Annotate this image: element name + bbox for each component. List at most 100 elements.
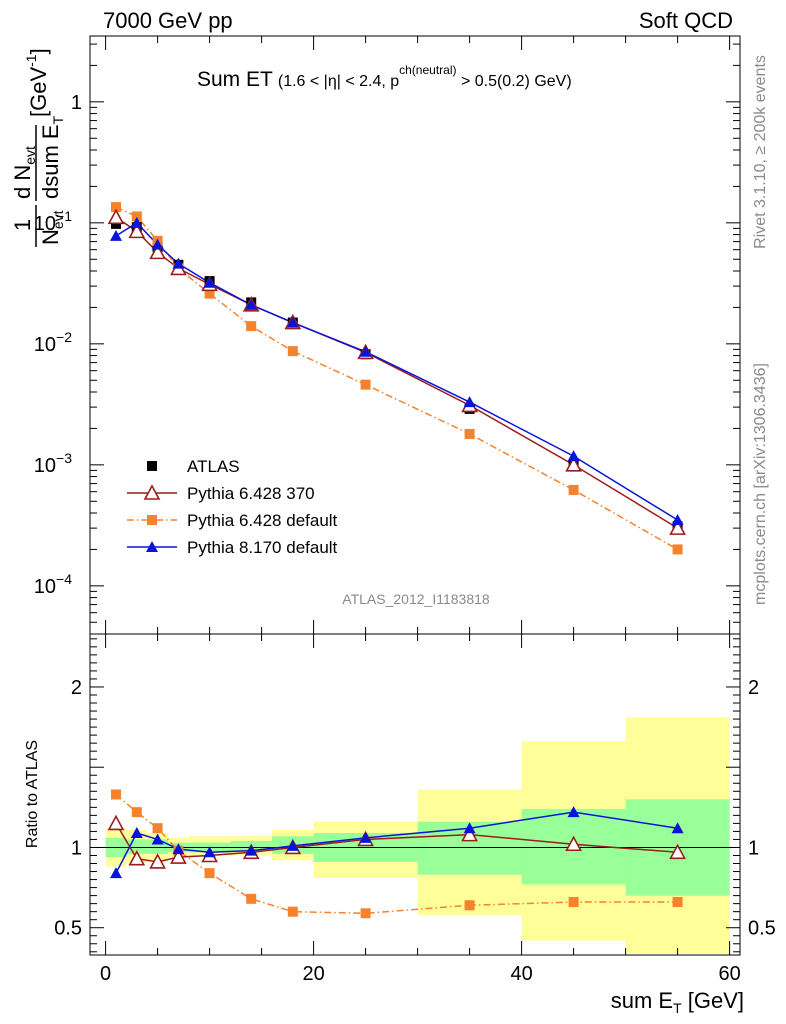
main-y-tick-labels: 1 10−1 10−2 10−3 10−4 bbox=[34, 92, 82, 598]
header-process-label: Soft QCD bbox=[639, 8, 733, 33]
ratio-point-pythia-8-170-default bbox=[286, 839, 299, 851]
ratio-y-tick-label-right: 0.5 bbox=[748, 918, 776, 940]
main-point-pythia-6-428-default bbox=[464, 428, 475, 439]
ratio-point-pythia-8-170-default bbox=[172, 843, 185, 855]
legend-marker-atlas bbox=[147, 461, 157, 471]
legend-marker-pythia-6-428-370 bbox=[143, 484, 161, 500]
ylabel-nevt: Nevt bbox=[38, 210, 66, 245]
y-tick-label: 10−3 bbox=[34, 450, 72, 477]
x-tick-label: 20 bbox=[302, 963, 324, 985]
main-point-pythia-6-428-default bbox=[672, 544, 683, 555]
legend-marker-pythia-8-170-default bbox=[146, 541, 158, 552]
x-tick-label: 40 bbox=[510, 963, 532, 985]
main-line-pythia-6-428-default bbox=[115, 206, 678, 551]
main-point-pythia-6-428-370 bbox=[669, 519, 686, 535]
ratio-point-pythia-6-428-default bbox=[672, 897, 683, 908]
main-point-pythia-8-170-default bbox=[463, 396, 476, 408]
main-point-pythia-6-428-default bbox=[111, 202, 121, 213]
plot-title-cond-pre: (1.6 < |η| < 2.4, p bbox=[278, 73, 399, 90]
ratio-axis-ticks bbox=[90, 634, 740, 955]
ratio-series-markers bbox=[107, 789, 686, 919]
ylabel-unit: [GeV-1] bbox=[23, 48, 51, 117]
ratio-point-pythia-6-428-370 bbox=[669, 843, 686, 860]
ratio-y-axis-label: Ratio to ATLAS bbox=[24, 740, 41, 848]
main-point-pythia-6-428-default bbox=[131, 211, 142, 222]
main-point-pythia-6-428-default bbox=[204, 288, 215, 299]
main-point-pythia-6-428-370 bbox=[128, 222, 146, 239]
plot-title-cond-post: > 0.5(0.2) GeV) bbox=[457, 73, 572, 90]
ratio-y-tick-label-left: 2 bbox=[71, 677, 82, 699]
main-point-pythia-8-170-default bbox=[286, 316, 299, 328]
main-line-pythia-6-428-370 bbox=[115, 216, 678, 529]
main-point-pythia-6-428-default bbox=[246, 321, 257, 332]
main-point-pythia-6-428-370 bbox=[107, 208, 125, 225]
main-point-pythia-6-428-370 bbox=[149, 243, 166, 260]
ratio-point-pythia-6-428-default bbox=[131, 807, 142, 818]
y-tick-label: 10−2 bbox=[34, 329, 72, 356]
ratio-y-tick-label-left: 0.5 bbox=[54, 918, 82, 940]
main-point-pythia-8-170-default bbox=[110, 229, 122, 241]
ratio-point-pythia-6-428-default bbox=[568, 897, 579, 908]
ratio-point-pythia-6-428-370 bbox=[170, 848, 187, 864]
ratio-y-tick-label-right: 2 bbox=[748, 677, 759, 699]
x-tick-label: 0 bbox=[100, 963, 111, 985]
ratio-point-pythia-8-170-default bbox=[463, 822, 476, 834]
ratio-point-pythia-6-428-default bbox=[360, 908, 371, 919]
main-point-pythia-8-170-default bbox=[671, 514, 684, 526]
main-panel: 1 10−1 10−2 10−3 10−4 Sum ET (1.6 < |η| < 2.4… bbox=[34, 35, 741, 635]
y-tick-label: 10−4 bbox=[34, 571, 72, 598]
ratio-point-pythia-8-170-default bbox=[567, 806, 580, 818]
main-point-pythia-8-170-default bbox=[245, 298, 258, 310]
legend-label-atlas: ATLAS bbox=[187, 457, 240, 476]
ratio-point-pythia-8-170-default bbox=[245, 844, 258, 856]
ratio-point-pythia-6-428-370 bbox=[461, 825, 478, 842]
ratio-tick-labels: 0 20 40 60 0.5 0.5 1 1 2 2 bbox=[54, 677, 776, 985]
plot-title-cond-sup: ch(neutral) bbox=[399, 63, 456, 77]
x-axis-label: sum ET [GeV] bbox=[611, 988, 744, 1016]
ratio-point-pythia-6-428-370 bbox=[107, 814, 125, 831]
legend-label-pythia-8-170-default: Pythia 8.170 default bbox=[187, 538, 338, 557]
ratio-point-pythia-6-428-default bbox=[152, 823, 163, 834]
ratio-point-pythia-6-428-default bbox=[464, 900, 475, 911]
ratio-y-tick-label-left: 1 bbox=[71, 837, 82, 859]
ratio-point-pythia-6-428-default bbox=[287, 906, 298, 917]
ylabel-one: 1 bbox=[10, 219, 35, 231]
y-tick-label: 1 bbox=[71, 92, 82, 114]
ratio-point-pythia-8-170-default bbox=[203, 846, 216, 858]
main-point-pythia-6-428-default bbox=[360, 379, 371, 390]
main-point-pythia-8-170-default bbox=[130, 216, 143, 228]
ylabel-denominator: dsum ET bbox=[38, 115, 66, 199]
legend: ATLAS Pythia 6.428 370 Pythia 6.428 defaul… bbox=[127, 457, 338, 557]
legend-label-pythia-6-428-default: Pythia 6.428 default bbox=[187, 511, 338, 530]
main-series-markers bbox=[107, 202, 686, 555]
main-y-axis-label: 1 Nevt d Nevt dsum ET [GeV-1] bbox=[10, 48, 66, 247]
ratio-point-pythia-6-428-370 bbox=[128, 850, 146, 866]
main-point-pythia-8-170-default bbox=[151, 238, 164, 250]
ylabel-numerator: d Nevt bbox=[10, 146, 38, 199]
ratio-point-pythia-6-428-370 bbox=[149, 853, 166, 869]
main-point-pythia-8-170-default bbox=[203, 276, 216, 288]
mcplots-credit-label: mcplots.cern.ch [arXiv:1306.3436] bbox=[752, 363, 769, 605]
rivet-version-label: Rivet 3.1.10, ≥ 200k events bbox=[752, 55, 769, 249]
ratio-point-pythia-8-170-default bbox=[671, 822, 684, 834]
ratio-point-pythia-8-170-default bbox=[130, 827, 143, 839]
ratio-point-pythia-6-428-default bbox=[204, 868, 215, 879]
main-point-pythia-8-170-default bbox=[172, 257, 185, 269]
y-tick-label: 10−1 bbox=[34, 208, 72, 235]
ratio-uncertainty-bands bbox=[105, 717, 730, 954]
ratio-point-pythia-8-170-default bbox=[110, 867, 122, 879]
plot-title-main: Sum ET bbox=[197, 68, 273, 91]
ratio-y-tick-label-right: 1 bbox=[748, 837, 759, 859]
ratio-frame bbox=[89, 633, 741, 956]
main-point-pythia-8-170-default bbox=[567, 450, 580, 462]
header-collision-label: 7000 GeV pp bbox=[103, 8, 233, 33]
ratio-point-pythia-6-428-370 bbox=[565, 835, 582, 852]
ratio-point-pythia-6-428-default bbox=[111, 789, 121, 800]
ratio-panel: 0 20 40 60 0.5 0.5 1 1 2 2 bbox=[54, 633, 776, 985]
ratio-line-pythia-6-428-default bbox=[115, 793, 678, 915]
main-point-pythia-6-428-default bbox=[568, 484, 579, 495]
main-point-pythia-6-428-default bbox=[287, 346, 298, 357]
x-tick-label: 60 bbox=[718, 963, 740, 985]
analysis-id-label: ATLAS_2012_I1183818 bbox=[342, 591, 490, 607]
